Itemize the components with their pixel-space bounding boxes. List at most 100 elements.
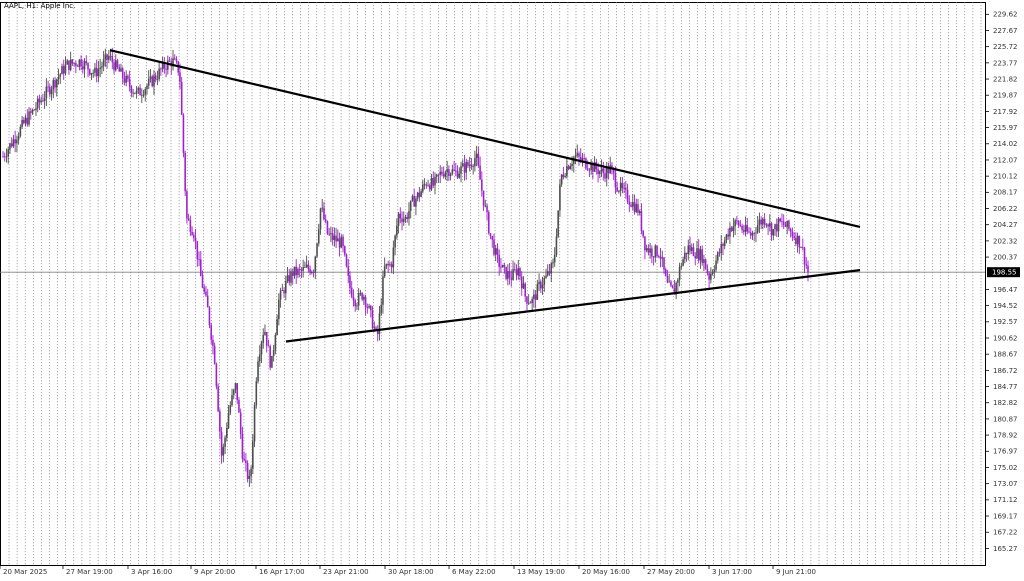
candle-body (590, 163, 592, 171)
candle-body (94, 67, 96, 73)
candle-body (101, 66, 103, 68)
candle-body (706, 269, 709, 274)
candle-body (767, 224, 769, 227)
y-tick-label: 202.32 (993, 237, 1018, 245)
candle-body (566, 166, 568, 177)
candle-body (564, 176, 566, 177)
candle-body (208, 307, 211, 326)
candle-body (536, 284, 539, 300)
y-tick-label: 227.67 (993, 27, 1018, 35)
candle-body (309, 268, 311, 274)
y-tick-label: 167.22 (993, 529, 1018, 537)
candle-body (66, 60, 68, 65)
candle-body (121, 68, 124, 79)
candle-body (265, 332, 268, 346)
candle-body (236, 383, 239, 401)
candle-body (756, 225, 759, 233)
candle-body (328, 233, 330, 235)
candle-body (165, 68, 167, 70)
candle-body (430, 178, 433, 190)
candle-body (711, 272, 714, 274)
candle-body (599, 171, 601, 175)
candle-body (35, 108, 37, 111)
candle-body (231, 395, 233, 405)
candle-body (734, 220, 736, 227)
candle-body (36, 98, 39, 109)
candle-body (253, 405, 256, 442)
candle-body (229, 404, 232, 414)
candle-body (659, 256, 662, 259)
candle-body (689, 245, 691, 251)
y-tick-label: 175.02 (993, 464, 1018, 472)
y-tick-label: 215.97 (993, 124, 1018, 132)
candle-body (106, 54, 108, 60)
current-price-label-bg (987, 267, 1020, 278)
candle-body (205, 291, 207, 296)
candle-body (47, 86, 49, 88)
candle-body (645, 248, 648, 251)
candle-body (625, 187, 627, 190)
candle-body (120, 68, 122, 72)
y-tick-label: 219.87 (993, 92, 1018, 100)
candle-body (16, 139, 18, 144)
candle-body (10, 143, 13, 147)
candle-body (602, 168, 605, 174)
candle-body (241, 433, 244, 459)
candle-body (62, 66, 65, 74)
candle-body (311, 271, 313, 274)
candle-body (92, 72, 95, 74)
x-tick-label: 30 Apr 18:00 (388, 568, 434, 576)
candle-body (7, 149, 10, 157)
candle-body (515, 269, 518, 276)
candle-body (376, 329, 379, 334)
candle-body (87, 63, 89, 70)
candle-body (746, 225, 749, 232)
candle-body (543, 277, 546, 285)
candle-body (404, 217, 407, 219)
candle-body (507, 271, 509, 279)
y-tick-label: 221.82 (993, 75, 1018, 83)
candle-body (618, 190, 620, 192)
candle-body (656, 245, 658, 257)
candle-body (498, 254, 500, 267)
candle-body (215, 363, 218, 387)
candle-body (444, 172, 447, 177)
candle-body (293, 266, 296, 276)
candle-body (520, 276, 523, 289)
candle-body (680, 265, 683, 267)
candle-body (69, 59, 72, 70)
candle-body (727, 234, 729, 237)
candle-body (640, 211, 643, 231)
candle-body (250, 468, 252, 477)
candle-body (779, 218, 782, 222)
candle-body (437, 174, 440, 176)
y-tick-label: 194.52 (993, 302, 1018, 310)
candle-body (522, 283, 525, 289)
candle-body (271, 355, 273, 368)
candle-body (560, 174, 563, 185)
candle-body (503, 264, 506, 267)
candle-body (505, 266, 507, 279)
candle-body (42, 100, 44, 102)
candle-body (59, 74, 62, 77)
candle-body (546, 271, 549, 276)
y-tick-label: 210.12 (993, 173, 1018, 181)
candle-body (33, 109, 36, 111)
candle-body (61, 66, 63, 75)
candle-body (605, 166, 608, 179)
candle-body (286, 275, 289, 282)
candle-body (657, 256, 660, 257)
candle-body (73, 63, 75, 64)
x-tick-label: 16 Apr 17:00 (259, 568, 305, 576)
candle-body (220, 431, 223, 456)
candle-body (278, 299, 280, 320)
candle-body (611, 165, 613, 169)
candle-body (434, 176, 436, 186)
y-tick-label: 186.72 (993, 367, 1018, 375)
candle-body (623, 187, 625, 189)
candle-body (199, 259, 202, 277)
candle-body (128, 78, 131, 87)
candle-body (559, 184, 561, 211)
candle-body (581, 158, 584, 161)
candle-body (111, 55, 114, 63)
